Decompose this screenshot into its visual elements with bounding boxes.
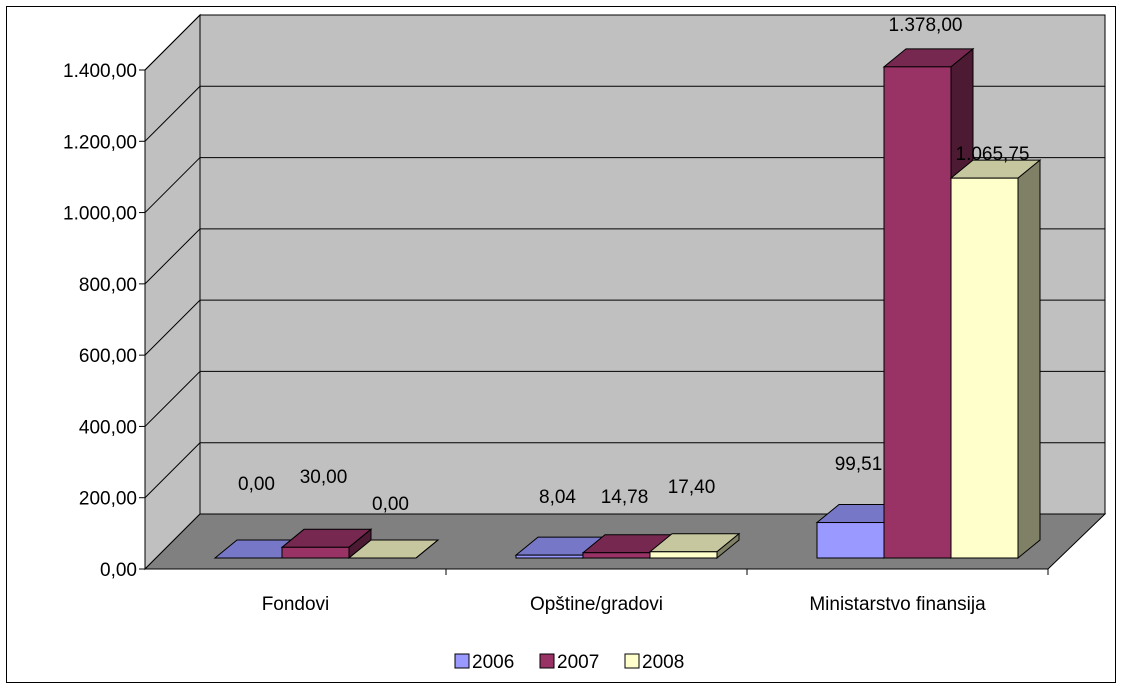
legend-label: 2006 (472, 652, 514, 673)
data-label: 17,40 (668, 477, 716, 498)
y-tick-label: 1.200,00 (63, 132, 137, 153)
gridline-side (144, 228, 201, 285)
data-label: 0,00 (372, 494, 409, 515)
data-label: 14,78 (601, 487, 649, 508)
bar (950, 177, 1019, 559)
y-tick-label: 1.400,00 (63, 61, 137, 82)
legend-label: 2008 (642, 652, 684, 673)
bar (582, 552, 651, 559)
gridline-side (144, 157, 201, 213)
legend-swatch (539, 653, 555, 669)
bar (649, 551, 718, 559)
chart-frame (6, 6, 1116, 683)
data-label: 1.378,00 (889, 15, 963, 36)
y-tick-label: 800,00 (79, 275, 137, 296)
bar (883, 66, 952, 559)
gridline-side (144, 371, 201, 427)
bar-side (1017, 159, 1041, 560)
y-tick-label: 1.000,00 (63, 204, 137, 225)
bar-side (415, 539, 439, 559)
y-tick-label: 200,00 (79, 489, 137, 510)
y-tick-label: 400,00 (79, 417, 137, 438)
x-category-label: Ministarstvo finansija (809, 594, 986, 615)
gridline-side (144, 14, 201, 71)
legend-swatch (624, 653, 640, 669)
bar (816, 522, 885, 559)
data-label: 0,00 (238, 474, 275, 495)
data-label: 30,00 (300, 467, 348, 488)
x-category-label: Opštine/gradovi (530, 594, 663, 615)
data-label: 1.065,75 (956, 144, 1030, 165)
bar (281, 546, 350, 559)
gridline-side (144, 85, 201, 142)
y-tick-label: 600,00 (79, 346, 137, 367)
data-label: 99,51 (835, 454, 883, 475)
gridline-side (144, 299, 201, 356)
side-wall (144, 13, 201, 571)
data-label: 8,04 (539, 487, 576, 508)
gridline-side (144, 442, 201, 499)
y-tick-label: 0,00 (100, 560, 137, 581)
legend-label: 2007 (557, 652, 599, 673)
bar (515, 554, 584, 559)
legend-swatch (454, 653, 470, 669)
x-category-label: Fondovi (262, 594, 330, 615)
